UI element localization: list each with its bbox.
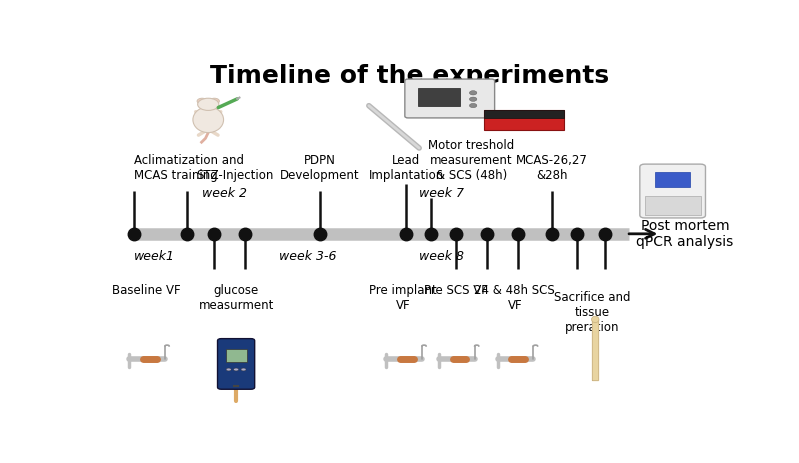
Ellipse shape <box>193 107 224 132</box>
Bar <box>418 88 459 106</box>
FancyBboxPatch shape <box>217 338 255 389</box>
Text: MCAS-26,27
&28h: MCAS-26,27 &28h <box>516 154 588 182</box>
Text: Baseline VF: Baseline VF <box>112 284 181 297</box>
Circle shape <box>241 368 246 371</box>
Bar <box>645 196 701 215</box>
Circle shape <box>226 368 231 371</box>
Bar <box>484 110 563 118</box>
Text: Pre implant
VF: Pre implant VF <box>369 284 437 312</box>
Text: week 7: week 7 <box>419 187 463 200</box>
Text: Timeline of the experiments: Timeline of the experiments <box>210 64 609 88</box>
Circle shape <box>470 103 477 108</box>
Text: week 2: week 2 <box>202 187 247 200</box>
Text: Motor treshold
measurement
& SCS (48h): Motor treshold measurement & SCS (48h) <box>428 139 515 182</box>
FancyBboxPatch shape <box>405 79 495 118</box>
Ellipse shape <box>197 98 219 111</box>
Text: Post mortem
qPCR analysis: Post mortem qPCR analysis <box>637 219 733 249</box>
Text: PDPN
Development: PDPN Development <box>280 154 360 182</box>
Ellipse shape <box>209 98 220 104</box>
Ellipse shape <box>591 316 599 323</box>
Circle shape <box>470 97 477 101</box>
Text: glucose
measurment: glucose measurment <box>198 284 274 312</box>
Text: Lead
Implantation: Lead Implantation <box>369 154 444 182</box>
Text: week1: week1 <box>134 250 175 263</box>
Polygon shape <box>592 319 598 380</box>
Text: Aclimatization and
MCAS training: Aclimatization and MCAS training <box>134 154 244 182</box>
FancyBboxPatch shape <box>640 164 706 218</box>
Ellipse shape <box>197 98 207 104</box>
Text: 24 & 48h SCS
VF: 24 & 48h SCS VF <box>475 284 555 312</box>
Text: Sacrifice and
tissue
preration: Sacrifice and tissue preration <box>554 291 630 334</box>
Circle shape <box>470 91 477 95</box>
Circle shape <box>233 368 239 371</box>
Text: week 8: week 8 <box>419 250 463 263</box>
Text: Pre SCS VF: Pre SCS VF <box>424 284 488 297</box>
Bar <box>484 110 563 130</box>
Bar <box>225 349 247 362</box>
Text: STZ-Injection: STZ-Injection <box>196 169 273 182</box>
Bar <box>655 172 690 187</box>
Text: week 3-6: week 3-6 <box>280 250 337 263</box>
